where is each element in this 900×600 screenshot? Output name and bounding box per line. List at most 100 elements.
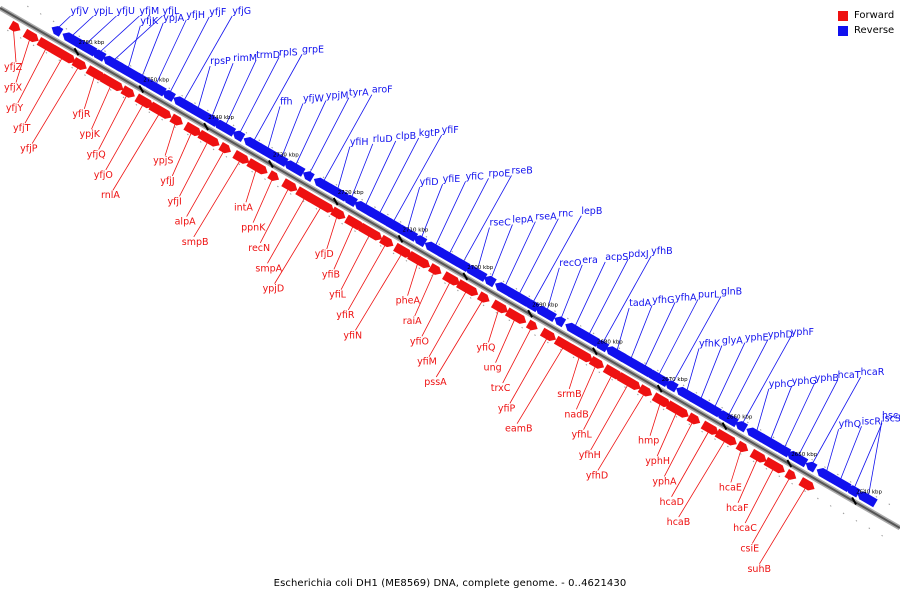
forward-gene-label: trxC (491, 383, 511, 394)
reverse-gene-label: acpS (605, 252, 628, 263)
axis-dot (489, 273, 492, 275)
reverse-label-connector (602, 255, 652, 343)
forward-gene-label: hcaB (667, 517, 691, 528)
forward-gene-label: yphA (652, 476, 677, 487)
reverse-gene-label: rnc (558, 209, 573, 220)
forward-label-connector (355, 254, 402, 331)
forward-gene-label: yfiR (336, 310, 355, 321)
ruler-tick (138, 85, 145, 94)
forward-gene-label: yphH (645, 456, 670, 467)
forward-gene-arrow (490, 299, 508, 314)
forward-gene-label: yfjY (6, 103, 24, 114)
axis-dot (27, 5, 29, 8)
reverse-gene-label: ypjA (163, 13, 184, 24)
axis-dot (567, 317, 569, 320)
axis-dot (508, 319, 511, 322)
forward-gene-arrow (700, 420, 719, 435)
reverse-gene-arrow (505, 288, 531, 307)
axis-dot (855, 519, 858, 522)
forward-gene-arrow (637, 384, 653, 397)
reverse-label-connector (435, 181, 466, 246)
axis-dot (135, 103, 138, 106)
axis-dot (109, 89, 112, 91)
axis-dot (734, 414, 736, 416)
reverse-label-connector (812, 376, 861, 464)
reverse-gene-arrow (162, 90, 176, 102)
reverse-gene-arrow (184, 102, 210, 122)
reverse-label-connector (295, 100, 327, 165)
forward-label-connector (15, 39, 31, 83)
forward-gene-arrow (358, 222, 383, 241)
reverse-label-connector (407, 187, 421, 230)
forward-gene-label: yfjP (20, 144, 38, 155)
reverse-gene-label: yfjU (116, 6, 135, 17)
axis-dot (482, 304, 485, 307)
forward-gene-label: ppnK (241, 223, 266, 234)
reverse-swatch (838, 25, 848, 36)
forward-gene-label: smpB (182, 237, 209, 248)
reverse-gene-arrow (302, 171, 315, 183)
forward-gene-label: hcaF (726, 503, 749, 514)
axis-dot (759, 429, 762, 431)
reverse-label-connector (700, 345, 723, 399)
axis-dot (431, 274, 433, 277)
reverse-gene-label: yphB (815, 373, 839, 384)
axis-dot (554, 310, 556, 312)
reverse-gene-arrow (413, 235, 428, 248)
axis-dot (824, 466, 826, 468)
forward-gene-arrow (50, 45, 76, 64)
reverse-label-connector (86, 15, 117, 44)
reverse-label-connector (393, 134, 443, 222)
forward-label-connector (171, 132, 192, 177)
ruler-tick (656, 384, 663, 393)
ruler-label: 2730 kbp (273, 153, 299, 159)
axis-dot (811, 458, 813, 461)
axis-dot (888, 503, 891, 506)
reverse-label-connector (756, 388, 770, 431)
reverse-label-connector (728, 339, 769, 415)
forward-gene-label: yfiP (498, 403, 516, 414)
axis-dot (97, 81, 99, 84)
forward-gene-label: smpA (255, 263, 282, 274)
forward-gene-label: yfjI (167, 196, 181, 207)
reverse-label-connector (574, 261, 606, 327)
reverse-label-connector (127, 25, 141, 68)
axis-dot (181, 94, 183, 97)
ruler-label: 2670 kbp (662, 377, 688, 383)
caption-organism: Escherichia coli DH1 (ME8569) DNA, compl… (273, 578, 558, 589)
forward-gene-arrow (456, 279, 479, 297)
ruler-label: 2720 kbp (338, 190, 364, 196)
ruler-label: 2640 kbp (856, 489, 882, 495)
reverse-gene-label: yphD (768, 330, 793, 341)
reverse-gene-label: yfjK (140, 16, 159, 27)
forward-label-connector (186, 151, 224, 217)
reverse-gene-arrow (273, 154, 289, 167)
axis-dot (682, 384, 685, 387)
forward-label-connector (759, 487, 806, 564)
reverse-gene-label: yfjG (232, 6, 251, 17)
forward-gene-arrow (714, 428, 737, 446)
forward-gene-label: hcaE (719, 482, 742, 493)
axis-dot (528, 295, 531, 298)
reverse-gene-arrow (646, 369, 670, 388)
forward-label-connector (488, 310, 499, 343)
reverse-label-connector (449, 178, 489, 254)
forward-label-connector (274, 207, 321, 284)
reverse-gene-arrow (805, 461, 818, 473)
reverse-label-connector (197, 65, 211, 109)
reverse-label-connector (100, 15, 140, 52)
axis-dot (297, 161, 299, 164)
axis-dot (644, 362, 646, 364)
forward-label-connector (421, 282, 451, 337)
forward-label-connector (326, 216, 338, 250)
reverse-label-connector (225, 60, 257, 125)
forward-gene-arrow (588, 355, 605, 369)
forward-gene-label: yfjD (315, 249, 334, 260)
forward-gene-arrow (616, 372, 641, 390)
forward-gene-label: alpA (175, 217, 196, 228)
reverse-gene-label: yfhG (652, 295, 674, 306)
forward-gene-label: yfiB (322, 269, 340, 280)
forward-gene-arrow (183, 121, 202, 137)
forward-gene-label: hmp (638, 436, 659, 447)
forward-gene-label: csiE (740, 543, 759, 554)
